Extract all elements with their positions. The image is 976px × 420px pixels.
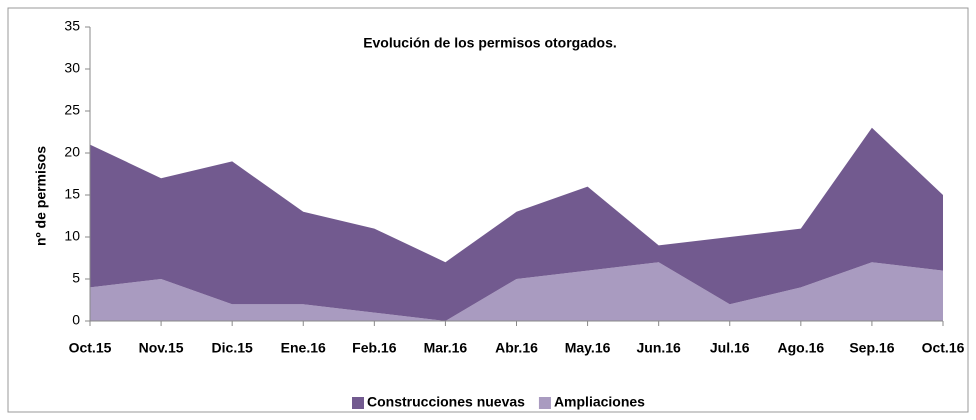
y-tick-label: 25 — [64, 102, 80, 118]
legend-label: Construcciones nuevas — [367, 394, 525, 410]
x-tick-label: Sep.16 — [849, 340, 894, 356]
y-tick-label: 20 — [64, 144, 80, 160]
y-tick-label: 10 — [64, 228, 80, 244]
y-tick-label: 0 — [72, 312, 80, 328]
legend-swatch — [352, 397, 364, 409]
area — [90, 262, 943, 321]
chart-title: Evolución de los permisos otorgados. — [363, 35, 617, 51]
x-tick-label: Ago.16 — [777, 340, 824, 356]
x-tick-label: Dic.15 — [212, 340, 253, 356]
x-tick-label: May.16 — [565, 340, 611, 356]
area — [90, 127, 943, 321]
y-tick-label: 30 — [64, 60, 80, 76]
y-tick-label: 15 — [64, 186, 80, 202]
legend-swatch — [538, 397, 551, 409]
x-tick-label: Ene.16 — [281, 340, 326, 356]
x-tick-label: Jul.16 — [710, 340, 750, 356]
x-tick-label: Oct.16 — [922, 340, 965, 356]
x-tick-label: Mar.16 — [424, 340, 468, 356]
x-tick-label: Feb.16 — [352, 340, 397, 356]
x-tick-label: Abr.16 — [495, 340, 538, 356]
legend-label: Ampliaciones — [554, 394, 645, 410]
x-tick-label: Oct.15 — [69, 340, 112, 356]
x-tick-label: Nov.15 — [139, 340, 184, 356]
y-tick-label: 35 — [64, 18, 80, 34]
x-tick-label: Jun.16 — [636, 340, 681, 356]
y-tick-label: 5 — [72, 270, 80, 286]
y-axis-label: nº de permisos — [33, 146, 49, 246]
